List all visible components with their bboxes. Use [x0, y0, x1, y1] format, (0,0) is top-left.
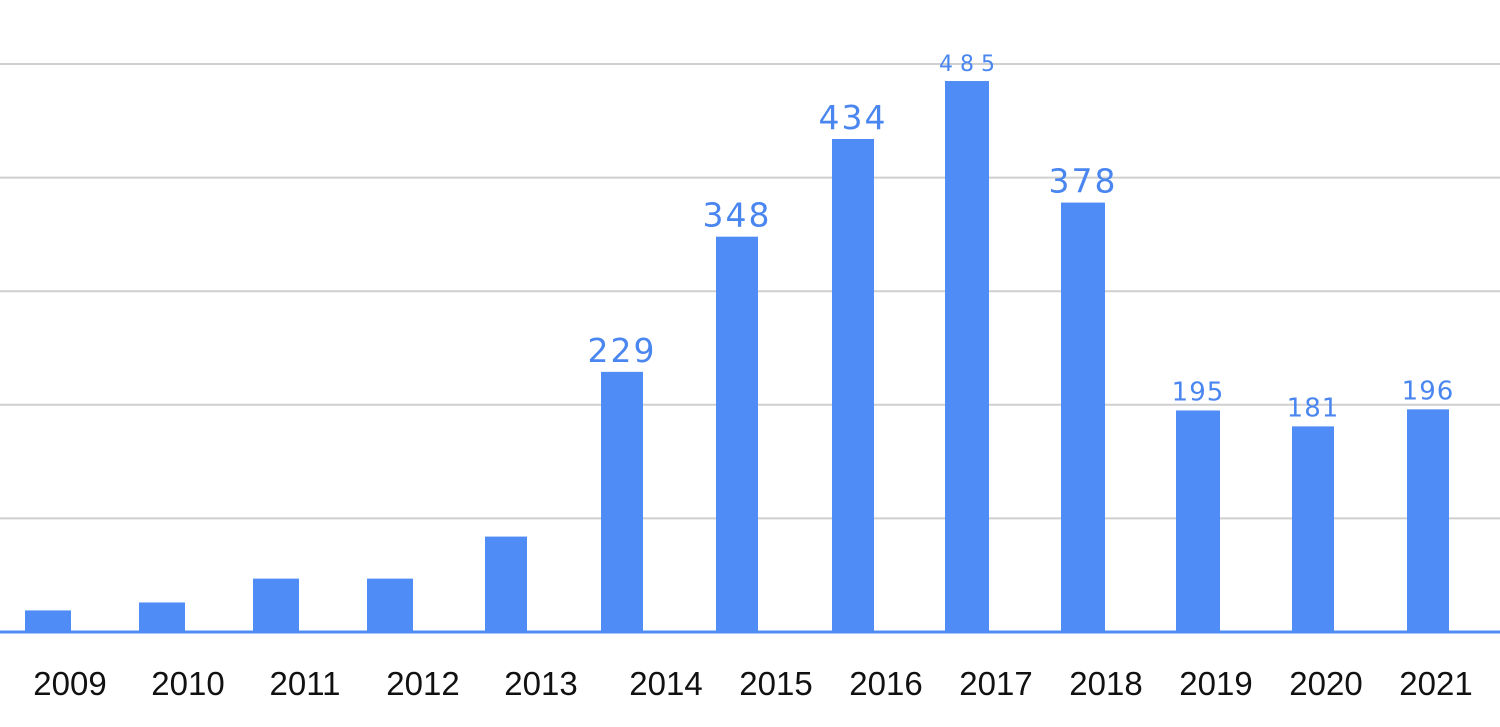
data-label-2017: 4 8 5	[939, 52, 995, 77]
x-tick-label-2012: 2012	[386, 665, 459, 702]
bar-2019	[1176, 410, 1220, 632]
data-label-2019: 195	[1172, 377, 1225, 407]
x-tick-label-2011: 2011	[270, 665, 341, 702]
bar-2017	[945, 81, 989, 633]
x-tick-label-2020: 2020	[1289, 665, 1362, 702]
bar-2020	[1292, 426, 1334, 632]
bar-2009	[25, 610, 71, 632]
bar-2018	[1061, 202, 1105, 633]
data-label-2021: 196	[1402, 376, 1455, 406]
bar-2013	[485, 536, 527, 632]
x-tick-label-2017: 2017	[959, 665, 1032, 702]
data-label-2020: 181	[1287, 393, 1340, 423]
bar-2016	[832, 138, 874, 632]
bar-2011	[253, 578, 299, 632]
bar-2015	[716, 236, 758, 632]
x-tick-label-2009: 2009	[33, 665, 106, 702]
x-tick-label-2014: 2014	[629, 665, 702, 702]
x-tick-label-2010: 2010	[151, 665, 224, 702]
data-label-2018: 378	[1049, 162, 1118, 201]
x-tick-label-2015: 2015	[739, 665, 812, 702]
x-tick-label-2019: 2019	[1179, 665, 1252, 702]
x-tick-label-2021: 2021	[1399, 665, 1472, 702]
x-tick-label-2016: 2016	[849, 665, 922, 702]
data-label-2016: 434	[819, 98, 888, 137]
x-tick-label-2013: 2013	[504, 665, 577, 702]
data-label-2015: 348	[703, 196, 772, 235]
x-tick-label-2018: 2018	[1069, 665, 1142, 702]
bar-2010	[139, 602, 185, 632]
data-label-2014: 229	[588, 331, 657, 370]
bar-2014	[601, 371, 643, 632]
bar-2021	[1407, 409, 1449, 632]
bar-2012	[367, 578, 413, 632]
